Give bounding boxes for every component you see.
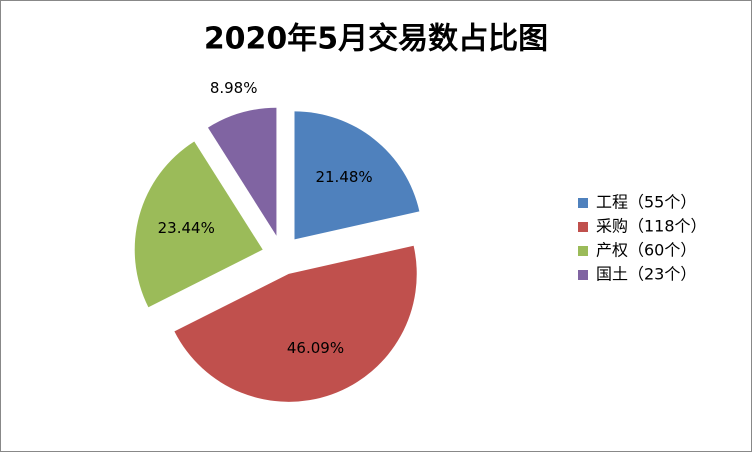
legend-swatch	[578, 198, 588, 208]
chart-title: 2020年5月交易数占比图	[204, 22, 548, 57]
data-label: 8.98%	[210, 79, 258, 97]
legend-swatch	[578, 270, 588, 280]
data-label: 21.48%	[315, 168, 372, 186]
legend-swatch	[578, 222, 588, 232]
legend-swatch	[578, 246, 588, 256]
legend-label: 工程（55个）	[596, 193, 696, 212]
pie-slice	[294, 111, 420, 240]
pie-slice	[174, 245, 417, 402]
data-label: 46.09%	[287, 339, 344, 357]
data-label: 23.44%	[158, 219, 215, 237]
legend-label: 产权（60个）	[596, 241, 696, 260]
pie-slice	[207, 107, 277, 236]
pie-slice	[134, 141, 263, 308]
legend-label: 采购（118个）	[596, 217, 707, 236]
legend-label: 国土（23个）	[596, 265, 696, 284]
